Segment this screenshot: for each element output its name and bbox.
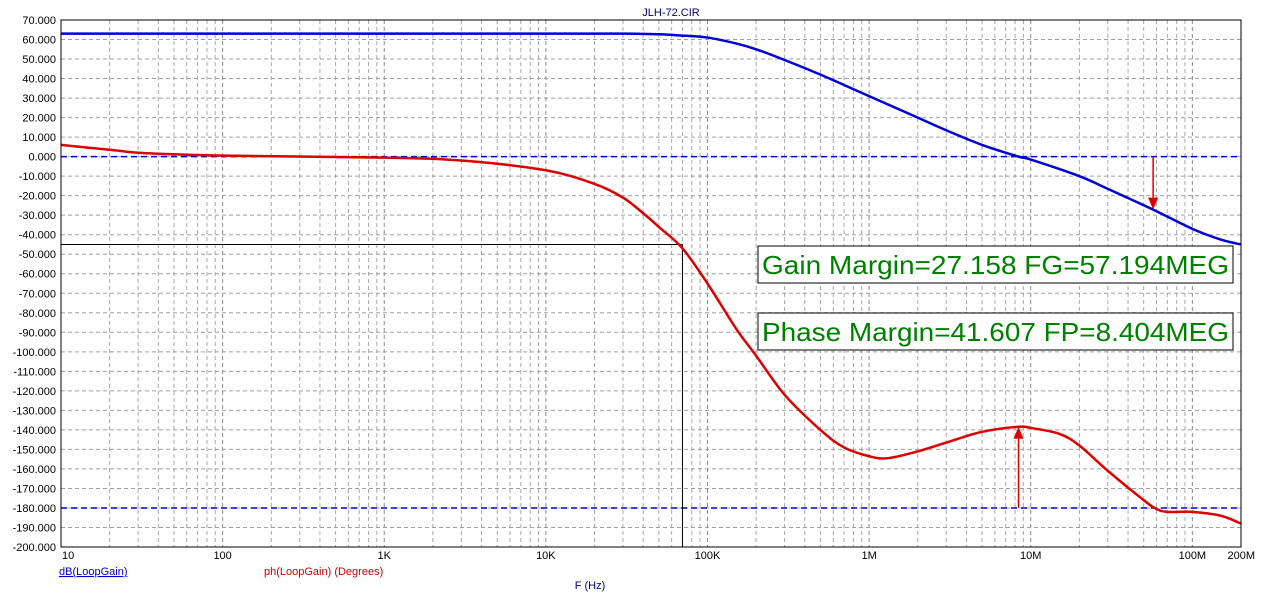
y-tick-label: -130.000 bbox=[13, 405, 56, 417]
cursor bbox=[61, 243, 683, 547]
y-tick-label: 60.000 bbox=[22, 35, 56, 47]
reference-lines bbox=[61, 155, 1241, 509]
series-lines bbox=[60, 32, 1242, 525]
gain-margin-annotation: Gain Margin=27.158 FG=57.194MEG bbox=[762, 250, 1229, 280]
x-tick-labels: 10 100 1K 10K 100K 1M 10M 100M 200M bbox=[62, 550, 1255, 562]
x-tick-label: 100 bbox=[213, 550, 231, 562]
phase-margin-annotation: Phase Margin=41.607 FP=8.404MEG bbox=[762, 317, 1229, 347]
y-tick-label: -90.000 bbox=[19, 327, 56, 339]
legend: dB(LoopGain) ph(LoopGain) (Degrees) bbox=[59, 566, 383, 578]
x-tick-label: 1M bbox=[861, 550, 876, 562]
series-phase-line bbox=[60, 143, 1242, 525]
y-tick-labels: 70.000 60.000 50.000 40.000 30.000 20.000 10.0… bbox=[13, 15, 56, 554]
y-tick-label: 10.000 bbox=[22, 132, 56, 144]
phase-margin-box bbox=[757, 312, 1234, 351]
series-db-line bbox=[61, 32, 1242, 246]
legend-entry-db: dB(LoopGain) bbox=[59, 566, 128, 578]
y-tick-label: -40.000 bbox=[19, 230, 56, 242]
x-tick-label: 10M bbox=[1020, 550, 1041, 562]
y-tick-label: -200.000 bbox=[13, 542, 56, 554]
y-tick-label: 70.000 bbox=[22, 15, 56, 27]
y-tick-label: -140.000 bbox=[13, 425, 56, 437]
y-tick-label: 20.000 bbox=[22, 113, 56, 125]
x-tick-label: 10K bbox=[536, 550, 556, 562]
gain-margin-box bbox=[757, 245, 1234, 284]
y-tick-label: -160.000 bbox=[13, 464, 56, 476]
y-tick-label: -10.000 bbox=[19, 171, 56, 183]
y-tick-label: -120.000 bbox=[13, 386, 56, 398]
x-tick-label: 100K bbox=[695, 550, 721, 562]
x-tick-label: 100M bbox=[1179, 550, 1207, 562]
plot-frame bbox=[60, 19, 1242, 548]
y-tick-label: -20.000 bbox=[19, 191, 56, 203]
grid bbox=[60, 19, 1242, 548]
y-tick-label: -50.000 bbox=[19, 249, 56, 261]
y-tick-label: -170.000 bbox=[13, 483, 56, 495]
margin-marker-arrowhead bbox=[1013, 426, 1024, 439]
y-tick-label: 0.000 bbox=[28, 152, 56, 164]
y-tick-label: -150.000 bbox=[13, 444, 56, 456]
y-tick-label: -190.000 bbox=[13, 522, 56, 534]
y-tick-label: 50.000 bbox=[22, 54, 56, 66]
y-tick-label: -180.000 bbox=[13, 503, 56, 515]
y-tick-label: -30.000 bbox=[19, 210, 56, 222]
chart-title: JLH-72.CIR bbox=[642, 7, 700, 19]
y-tick-label: -60.000 bbox=[19, 269, 56, 281]
x-tick-label: 1K bbox=[378, 550, 392, 562]
y-tick-label: 40.000 bbox=[22, 74, 56, 86]
legend-entry-phase: ph(LoopGain) (Degrees) bbox=[264, 566, 383, 578]
y-tick-label: -100.000 bbox=[13, 347, 56, 359]
y-tick-label: -80.000 bbox=[19, 308, 56, 320]
annotations: Gain Margin=27.158 FG=57.194MEG Phase Ma… bbox=[757, 245, 1234, 351]
margin-marker-arrowhead bbox=[1148, 197, 1159, 210]
y-tick-label: -70.000 bbox=[19, 288, 56, 300]
x-tick-label: 200M bbox=[1227, 550, 1255, 562]
margin-markers bbox=[1013, 156, 1159, 508]
y-tick-label: -110.000 bbox=[13, 366, 56, 378]
x-axis-title: F (Hz) bbox=[575, 580, 606, 592]
x-tick-label: 10 bbox=[62, 550, 74, 562]
y-tick-label: 30.000 bbox=[22, 93, 56, 105]
